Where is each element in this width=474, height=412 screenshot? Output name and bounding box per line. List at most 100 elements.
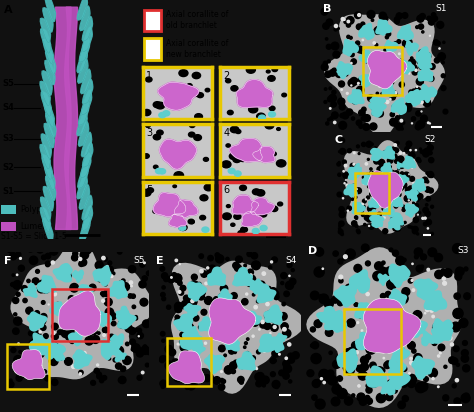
Circle shape bbox=[411, 279, 413, 281]
Circle shape bbox=[274, 308, 277, 310]
Circle shape bbox=[442, 61, 444, 63]
Circle shape bbox=[264, 323, 271, 330]
Circle shape bbox=[131, 286, 132, 287]
Circle shape bbox=[272, 350, 279, 357]
Text: 3: 3 bbox=[146, 128, 153, 138]
Circle shape bbox=[358, 371, 367, 380]
Polygon shape bbox=[46, 176, 55, 200]
Text: 5: 5 bbox=[146, 185, 153, 195]
Circle shape bbox=[180, 286, 186, 291]
Circle shape bbox=[282, 93, 286, 97]
Circle shape bbox=[228, 110, 233, 115]
Circle shape bbox=[160, 380, 166, 387]
Circle shape bbox=[214, 297, 219, 302]
Polygon shape bbox=[306, 247, 462, 408]
Circle shape bbox=[387, 204, 390, 206]
Circle shape bbox=[41, 314, 47, 320]
Circle shape bbox=[42, 342, 46, 345]
Circle shape bbox=[224, 354, 227, 357]
Circle shape bbox=[338, 151, 340, 152]
Circle shape bbox=[427, 151, 429, 153]
Circle shape bbox=[132, 305, 136, 309]
Polygon shape bbox=[174, 200, 198, 217]
Circle shape bbox=[443, 109, 448, 114]
Circle shape bbox=[205, 282, 207, 285]
Circle shape bbox=[361, 356, 368, 364]
Circle shape bbox=[118, 377, 123, 383]
Circle shape bbox=[356, 218, 357, 219]
Circle shape bbox=[153, 210, 158, 213]
Circle shape bbox=[285, 357, 287, 359]
Circle shape bbox=[354, 186, 355, 187]
Circle shape bbox=[361, 22, 365, 26]
Circle shape bbox=[410, 358, 412, 360]
Circle shape bbox=[137, 350, 144, 357]
Circle shape bbox=[165, 345, 173, 353]
Circle shape bbox=[356, 24, 362, 30]
Polygon shape bbox=[43, 218, 53, 242]
Circle shape bbox=[355, 303, 358, 307]
Circle shape bbox=[396, 157, 401, 161]
Polygon shape bbox=[358, 50, 373, 63]
Circle shape bbox=[269, 266, 272, 269]
Circle shape bbox=[64, 358, 72, 365]
Circle shape bbox=[121, 279, 125, 283]
Circle shape bbox=[226, 144, 230, 147]
Circle shape bbox=[272, 257, 277, 262]
Circle shape bbox=[370, 123, 377, 130]
Circle shape bbox=[258, 281, 265, 288]
Circle shape bbox=[28, 331, 33, 336]
Circle shape bbox=[79, 323, 83, 327]
Circle shape bbox=[312, 379, 320, 388]
Circle shape bbox=[280, 342, 281, 343]
Circle shape bbox=[85, 337, 93, 345]
Circle shape bbox=[35, 342, 37, 344]
Circle shape bbox=[178, 281, 182, 285]
Polygon shape bbox=[344, 140, 438, 234]
Circle shape bbox=[166, 305, 171, 309]
Circle shape bbox=[97, 275, 103, 282]
Polygon shape bbox=[397, 24, 414, 41]
Circle shape bbox=[195, 349, 200, 353]
Circle shape bbox=[357, 211, 360, 214]
Circle shape bbox=[416, 198, 419, 201]
Circle shape bbox=[360, 309, 365, 314]
Circle shape bbox=[339, 323, 342, 326]
Circle shape bbox=[270, 309, 276, 315]
Polygon shape bbox=[401, 60, 415, 75]
Circle shape bbox=[390, 112, 394, 117]
Circle shape bbox=[419, 14, 425, 19]
Polygon shape bbox=[114, 349, 127, 362]
Circle shape bbox=[378, 27, 382, 30]
Circle shape bbox=[347, 20, 349, 23]
Circle shape bbox=[125, 325, 132, 332]
Circle shape bbox=[410, 361, 413, 365]
Circle shape bbox=[288, 353, 293, 359]
Polygon shape bbox=[367, 51, 407, 89]
Circle shape bbox=[391, 217, 395, 222]
Circle shape bbox=[206, 273, 209, 276]
Circle shape bbox=[402, 205, 405, 208]
Polygon shape bbox=[45, 166, 55, 190]
Circle shape bbox=[224, 304, 228, 307]
Circle shape bbox=[39, 331, 41, 333]
Circle shape bbox=[283, 365, 292, 373]
Circle shape bbox=[118, 320, 127, 328]
Circle shape bbox=[423, 207, 428, 213]
Circle shape bbox=[32, 278, 39, 285]
Circle shape bbox=[366, 216, 372, 222]
Circle shape bbox=[416, 78, 423, 85]
Circle shape bbox=[398, 270, 404, 275]
Circle shape bbox=[420, 254, 427, 260]
Circle shape bbox=[398, 64, 406, 72]
Bar bbox=[145, 38, 161, 60]
Circle shape bbox=[367, 158, 369, 160]
Circle shape bbox=[251, 319, 259, 326]
Circle shape bbox=[383, 16, 388, 21]
Circle shape bbox=[265, 122, 274, 129]
Circle shape bbox=[413, 94, 419, 99]
Circle shape bbox=[102, 294, 105, 297]
Circle shape bbox=[331, 102, 337, 107]
Circle shape bbox=[141, 346, 149, 354]
Circle shape bbox=[319, 370, 329, 379]
